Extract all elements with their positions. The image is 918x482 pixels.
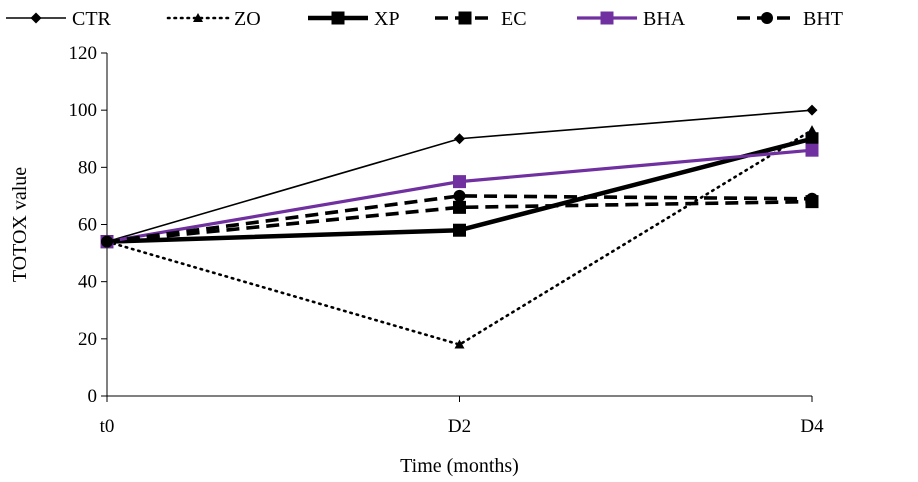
y-tick-label: 20 [78,329,97,350]
x-tick-label: D4 [800,416,824,437]
legend-marker [600,11,614,25]
legend-label: BHT [803,8,843,30]
data-point-bht [101,235,113,248]
y-tick-label: 80 [78,157,97,178]
y-tick-label: 100 [69,100,98,121]
data-point-zo [807,125,817,135]
x-tick-label: D2 [448,416,471,437]
data-point-ctr [806,104,818,116]
legend-item-ec: EC [435,8,527,30]
y-ticks: 0 20 40 60 80 100 120 [69,43,107,407]
legend-item-ctr: CTR [6,8,112,30]
data-point-xp [453,223,466,237]
series-line-ec [106,199,813,244]
series-layer [100,104,819,349]
data-point-bha [805,143,819,157]
y-tick-label: 120 [69,43,98,64]
data-point-ec [453,200,466,214]
data-point-bht [806,192,818,205]
legend-label: BHA [643,8,686,30]
data-point-zo [454,339,465,349]
x-ticks: t0 D2 D4 [100,396,824,437]
legend-label: CTR [72,8,112,30]
series-bht [101,189,818,248]
data-point-bht [453,189,466,202]
legend-label: EC [501,8,527,30]
series-line-zo [105,128,814,346]
data-point-ctr [454,133,465,145]
legend-item-bht: BHT [737,8,843,30]
legend-item-bha: BHA [577,8,686,30]
legend-marker [193,13,203,22]
legend-marker [331,11,345,25]
data-point-bha [453,175,466,189]
y-tick-label: 40 [78,272,97,293]
legend-label: ZO [234,8,261,30]
legend-item-zo: ZO [166,8,261,30]
legend-marker [30,12,42,24]
legend-marker [761,12,773,24]
x-tick-label: t0 [100,416,115,437]
y-axis-title: TOTOX value [9,167,31,282]
legend: CTR ZO XP EC BHA BHT [6,8,843,30]
data-point-xp [805,132,819,146]
y-tick-label: 60 [78,215,97,236]
y-tick-label: 0 [88,386,98,407]
series-line-bht [106,194,813,244]
x-axis-title: Time (months) [400,455,519,477]
legend-item-xp: XP [308,8,400,30]
axes: 0 20 40 60 80 100 120 t0 D2 D4 [69,43,825,437]
legend-marker [458,11,472,25]
legend-label: XP [374,8,400,30]
